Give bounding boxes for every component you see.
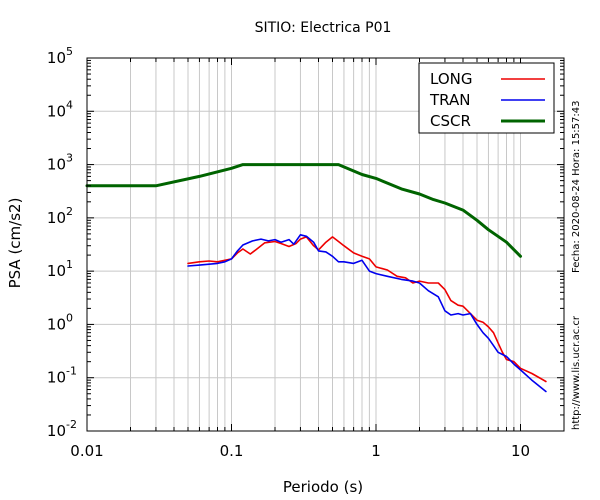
y-tick-exponent: 5 [66,45,73,58]
legend-label: TRAN [429,91,470,109]
y-tick-label: 10 [47,49,66,67]
series-line-cscr [85,163,522,258]
x-tick-label: 0.1 [220,442,244,460]
y-tick-label: 10 [47,209,66,227]
x-tick-labels: 0.01 0.1 1 10 [70,442,530,460]
series-line-tran [187,234,547,393]
legend: LONG TRAN CSCR [418,62,555,134]
y-tick-label: 10 [47,315,66,333]
y-tick-exponent: 2 [66,205,73,218]
y-tick-exponent: 3 [66,152,73,165]
x-tick-label: 10 [511,442,530,460]
source-url-label: http://www.lis.ucr.ac.cr [571,315,582,430]
axis-ticks [86,57,565,432]
chart-title: SITIO: Electrica P01 [255,20,392,36]
series-line-long [187,236,547,383]
y-tick-label: 10 [47,156,66,174]
legend-label: LONG [430,70,472,88]
y-tick-exponent: -1 [66,365,77,378]
x-tick-label: 0.01 [70,442,103,460]
y-tick-label: 10 [47,369,66,387]
y-tick-label: 10 [47,422,66,440]
y-tick-exponent: 0 [66,311,73,324]
y-tick-exponent: -2 [66,418,77,431]
timestamp-label: Fecha: 2020-08-24 Hora: 15:57:43 [571,101,582,274]
x-axis-label: Periodo (s) [283,478,363,496]
plot-frame [86,57,565,432]
x-tick-label: 1 [371,442,381,460]
y-tick-label: 10 [47,262,66,280]
series-layer [85,163,547,393]
legend-label: CSCR [430,112,471,130]
y-axis-label: PSA (cm/s2) [6,198,24,289]
y-tick-exponent: 1 [66,258,73,271]
y-tick-exponent: 4 [66,98,73,111]
y-tick-label: 10 [47,102,66,120]
